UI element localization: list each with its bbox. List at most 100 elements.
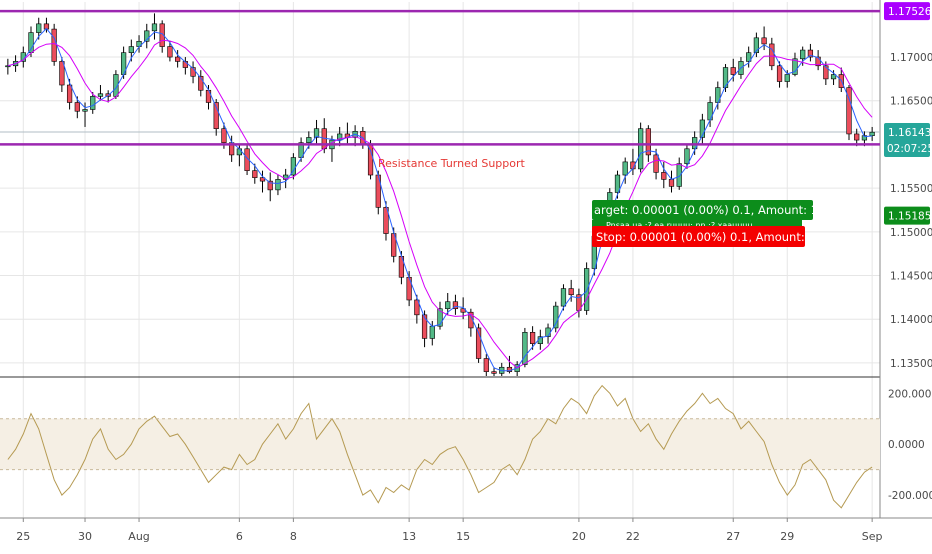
price-tick-label: 1.16500 xyxy=(890,96,932,108)
candle-body xyxy=(846,87,852,135)
target-label-bg xyxy=(592,200,813,220)
candle-body xyxy=(36,23,42,33)
price-badge xyxy=(884,2,930,21)
candle-body xyxy=(653,154,659,173)
candle-body xyxy=(730,67,736,75)
candle-body xyxy=(82,109,88,112)
candle-body xyxy=(560,288,567,307)
candle-body xyxy=(668,179,675,187)
candle-body xyxy=(151,23,158,32)
candle-body xyxy=(761,37,767,45)
candle-body xyxy=(692,137,698,150)
candle-body xyxy=(445,301,451,310)
candle-body xyxy=(259,177,266,182)
candle-body xyxy=(51,28,57,62)
time-tick-label: 13 xyxy=(402,530,416,543)
candle-body xyxy=(414,299,420,316)
candle-body xyxy=(854,133,860,141)
price-tick-label: 1.14000 xyxy=(890,314,932,326)
candle-body xyxy=(699,119,705,138)
candle-body xyxy=(236,148,242,156)
candle-body xyxy=(97,93,104,97)
candle-body xyxy=(74,102,80,112)
candle-body xyxy=(90,96,96,110)
cci-axis[interactable]: 200.0000 0.0000 -200.0000 xyxy=(888,388,932,502)
candle-body xyxy=(213,102,219,130)
stop-label-text: Stop: 0.00001 (0.00%) 0.1, Amount: 750 xyxy=(596,230,830,244)
candle-body xyxy=(491,371,497,374)
time-tick-label: 20 xyxy=(572,530,586,543)
candle-body xyxy=(337,133,343,141)
candle-body xyxy=(429,325,435,339)
candle-body xyxy=(661,172,667,180)
time-tick-label: 6 xyxy=(236,530,243,543)
time-tick-label: Sep xyxy=(862,530,883,543)
moving-average-slow-line xyxy=(7,39,873,369)
position-label-text: Pnsaa ua.:? ea ruuuu: nn.:? xaauuuu xyxy=(606,221,752,230)
position-order-label[interactable]: Pnsaa ua.:? ea ruuuu: nn.:? xaauuuu xyxy=(592,220,802,230)
price-tick-label: 1.13500 xyxy=(890,358,932,370)
target-label-text: arget: 0.00001 (0.00%) 0.1, Amount: 1250 xyxy=(594,203,840,217)
cci-tick-label: 200.0000 xyxy=(888,388,932,400)
candle-body xyxy=(746,52,752,62)
price-badge-label: 1.15185 xyxy=(888,211,931,223)
time-axis[interactable]: 25 30 Aug 6 8 13 15 20 22 27 29 Sep xyxy=(16,518,883,543)
candle-body xyxy=(5,65,11,68)
candle-body xyxy=(753,37,760,53)
price-tick-label: 1.15500 xyxy=(890,183,932,195)
candle-body xyxy=(568,288,574,296)
cci-tick-label: -200.0000 xyxy=(888,490,932,502)
candle-body xyxy=(66,84,73,103)
price-tick-label: 1.14500 xyxy=(890,271,932,283)
candle-body xyxy=(584,268,590,311)
moving-average-fast-line xyxy=(7,27,873,372)
candle-body xyxy=(638,128,644,170)
candle-body xyxy=(221,128,227,143)
candle-body xyxy=(205,89,212,103)
candle-body xyxy=(198,75,204,91)
price-axis[interactable]: 1.17000 1.16500 1.15500 1.15000 1.14500 1.140… xyxy=(884,2,932,370)
candle-body xyxy=(275,179,281,191)
candle-body xyxy=(252,170,258,178)
candle-body xyxy=(267,180,273,191)
candle-body xyxy=(800,49,806,60)
candle-body xyxy=(529,332,536,344)
resistance-annotation: Resistance Turned Support xyxy=(378,157,526,170)
candle-body xyxy=(815,56,821,67)
candle-body xyxy=(830,74,837,80)
price-badge-label: 1.17526 xyxy=(888,6,932,18)
candle-body xyxy=(776,65,783,82)
target-order-label[interactable]: arget: 0.00001 (0.00%) 0.1, Amount: 1250 xyxy=(592,200,840,220)
candle-body xyxy=(475,327,482,359)
price-badge-countdown: 02:07:25 xyxy=(887,143,932,155)
candle-body xyxy=(869,131,875,136)
time-tick-label: 29 xyxy=(780,530,794,543)
price-badge xyxy=(884,206,930,225)
candle-body xyxy=(175,56,181,62)
candle-body xyxy=(684,148,690,164)
level-layer[interactable] xyxy=(0,9,880,146)
candle-body xyxy=(306,137,312,143)
stop-order-label[interactable]: Stop: 0.00001 (0.00%) 0.1, Amount: 750 xyxy=(592,226,830,247)
candle-layer xyxy=(5,13,875,376)
candle-body xyxy=(367,144,374,176)
position-label-bg xyxy=(592,220,802,230)
time-tick-label: 25 xyxy=(16,530,30,543)
cci-tick-label: 0.0000 xyxy=(888,439,925,451)
candle-body xyxy=(437,308,443,327)
candle-body xyxy=(784,74,790,82)
candle-body xyxy=(792,58,798,75)
cci-line xyxy=(7,384,873,509)
candle-body xyxy=(807,49,814,58)
candle-body xyxy=(522,332,528,365)
price-badge xyxy=(884,122,930,157)
price-badge-label: 1.16143 xyxy=(888,127,931,139)
candle-body xyxy=(553,305,559,329)
candle-body xyxy=(167,46,173,58)
candle-body xyxy=(452,301,459,310)
candle-body xyxy=(313,128,320,138)
candle-body xyxy=(645,128,651,156)
candle-body xyxy=(483,358,489,372)
